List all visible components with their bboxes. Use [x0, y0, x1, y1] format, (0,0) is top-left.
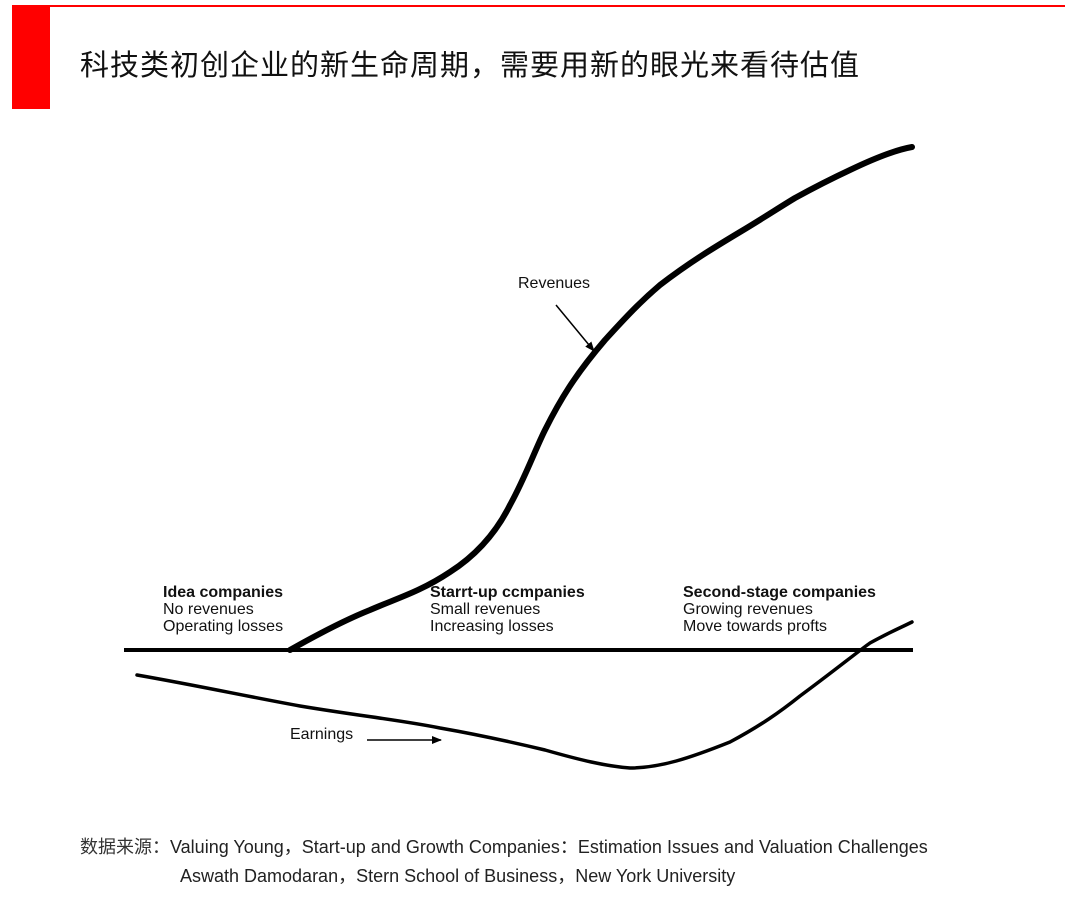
stage-heading: Second-stage companies [683, 584, 876, 601]
source-note: 数据来源：Valuing Young，Start-up and Growth C… [80, 833, 928, 891]
stage-line: No revenues [163, 601, 254, 618]
stage-line: Small revenues [430, 601, 541, 618]
earnings-label: Earnings [290, 726, 354, 743]
stage-heading: Starrt-up ccmpanies [430, 584, 585, 601]
source-line-2: Aswath Damodaran，Stern School of Busines… [180, 866, 736, 886]
revenues-label: Revenues [518, 275, 591, 292]
stage-line: Increasing losses [430, 618, 554, 635]
stage-idea: Idea companies No revenues Operating los… [163, 584, 283, 635]
stage-line: Growing revenues [683, 601, 813, 618]
source-prefix: 数据来源： [80, 837, 170, 858]
stage-line: Operating losses [163, 618, 284, 635]
stage-startup: Starrt-up ccmpanies Small revenues Incre… [430, 584, 585, 635]
top-rule [12, 5, 1065, 7]
revenues-curve [287, 144, 915, 653]
stage-second: Second-stage companies Growing revenues … [683, 584, 876, 635]
accent-bar [12, 6, 50, 109]
revenues-arrow [555, 304, 595, 352]
source-line-1: Valuing Young，Start-up and Growth Compan… [170, 837, 928, 857]
stage-heading: Idea companies [163, 584, 284, 601]
page-title: 科技类初创企业的新生命周期，需要用新的眼光来看待估值 [80, 48, 861, 82]
earnings-curve [135, 620, 914, 770]
stage-line: Move towards profts [683, 618, 828, 635]
